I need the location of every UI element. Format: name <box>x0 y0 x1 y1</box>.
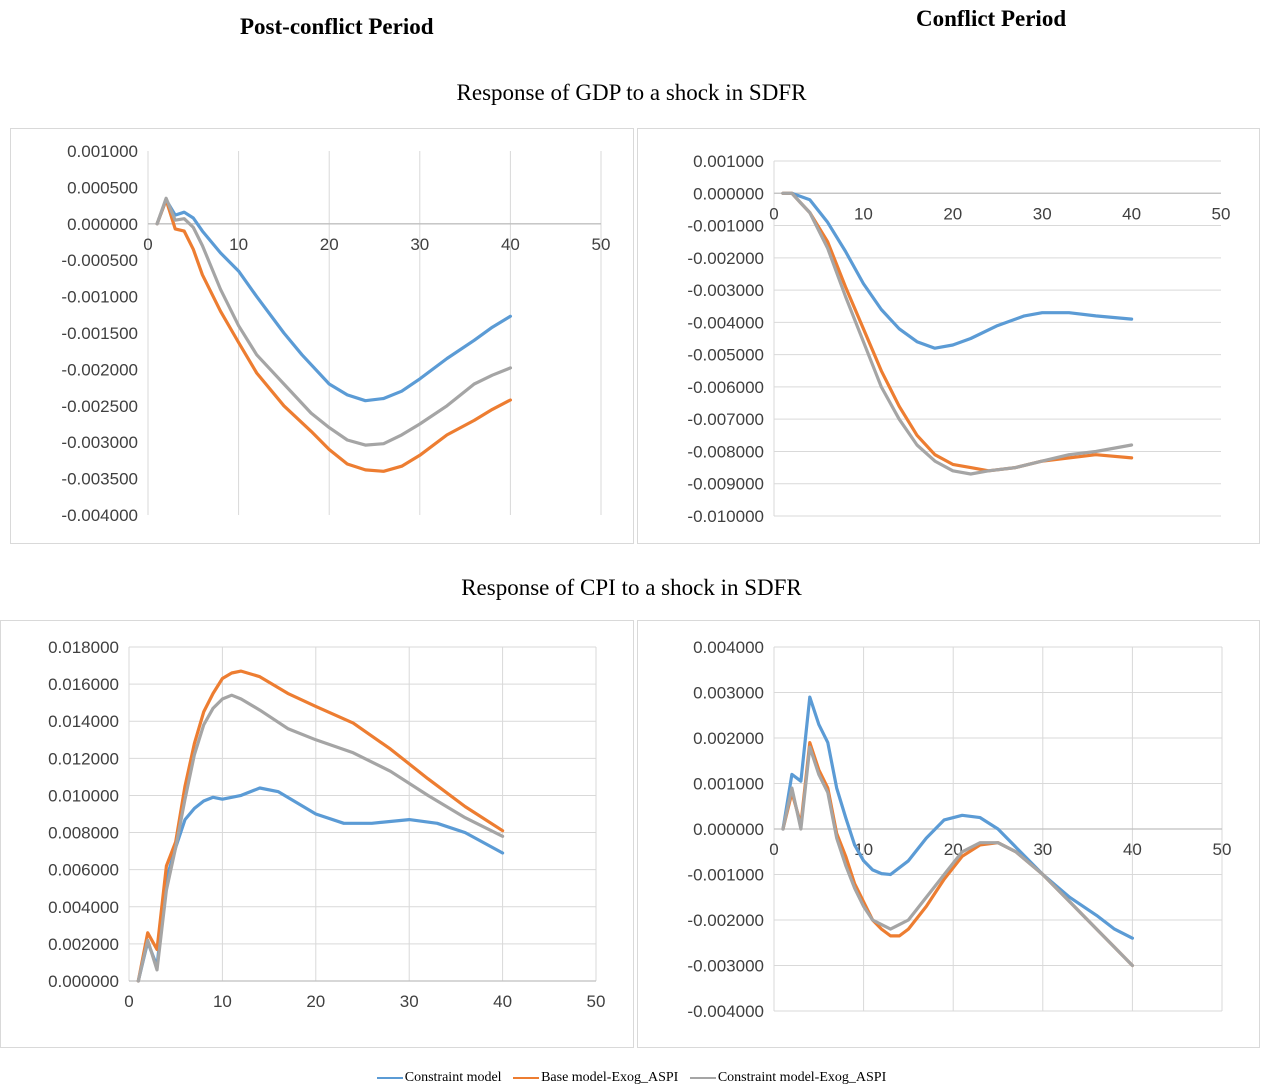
legend-item-constraint-aspi: Constraint model-Exog_ASPI <box>689 1070 887 1086</box>
x-tick-label: 40 <box>493 992 512 1011</box>
x-tick-label: 50 <box>1212 204 1231 223</box>
y-tick-label: 0.000500 <box>67 178 138 197</box>
x-tick-label: 10 <box>213 992 232 1011</box>
x-tick-label: 0 <box>769 204 778 223</box>
y-tick-label: 0.000000 <box>693 184 764 203</box>
conflict-header: Conflict Period <box>916 6 1067 31</box>
y-tick-label: -0.001000 <box>61 288 138 307</box>
legend-swatch-constraint <box>376 1076 403 1079</box>
legend-swatch-base <box>513 1076 540 1079</box>
series-line-base-model-exog-aspi <box>136 669 505 983</box>
x-tick-label: 0 <box>143 235 152 254</box>
y-tick-label: -0.010000 <box>687 507 764 526</box>
y-tick-label: -0.004000 <box>687 313 764 332</box>
x-tick-label: 20 <box>944 840 963 859</box>
y-tick-label: -0.002500 <box>61 397 138 416</box>
cpi-post-conflict-chart: 0.018000 0.016000 0.014000 0.012000 0.010000… <box>48 638 606 1011</box>
y-tick-label: 0.004000 <box>48 898 119 917</box>
y-tick-label: 0.000000 <box>67 215 138 234</box>
gdp-section-title: Response of GDP to a shock in SDFR <box>456 80 807 105</box>
series-line-constraint-model-exog-aspi <box>781 191 1134 476</box>
legend-item-base: Base model-Exog_ASPI <box>513 1070 678 1086</box>
gdp-conflict-chart: 0.001000 0.000000 -0.001000 -0.002000 -0.003… <box>687 152 1231 526</box>
y-tick-label: -0.002000 <box>687 249 764 268</box>
x-tick-label: 10 <box>854 204 873 223</box>
x-tick-label: 10 <box>229 235 248 254</box>
gdp-post-conflict-panel: 0.001000 0.000500 0.000000 -0.000500 -0.0010… <box>10 128 634 544</box>
series-line-constraint-model-exog-aspi <box>155 196 512 447</box>
legend-label: Constraint model <box>404 1070 502 1085</box>
series-line-constraint-model-exog-aspi <box>136 693 505 983</box>
cpi-section-title: Response of CPI to a shock in SDFR <box>461 575 802 600</box>
series-line-constraint-model <box>781 695 1134 940</box>
x-tick-label: 20 <box>943 204 962 223</box>
post-conflict-header: Post-conflict Period <box>240 14 434 39</box>
x-tick-label: 30 <box>1033 840 1052 859</box>
x-tick-label: 30 <box>410 235 429 254</box>
y-tick-label: -0.001500 <box>61 324 138 343</box>
y-tick-label: -0.004000 <box>687 1002 764 1021</box>
series-line-base-model-exog-aspi <box>155 198 512 473</box>
y-tick-label: -0.006000 <box>687 378 764 397</box>
chart-legend: Constraint model Base model-Exog_ASPI Co… <box>0 1070 1263 1086</box>
x-tick-label: 0 <box>124 992 133 1011</box>
cpi-conflict-panel: 0.004000 0.003000 0.002000 0.001000 0.000000… <box>637 620 1260 1048</box>
y-tick-label: 0.008000 <box>48 824 119 843</box>
x-tick-label: 40 <box>1123 840 1142 859</box>
y-tick-label: 0.002000 <box>48 935 119 954</box>
gdp-conflict-panel: 0.001000 0.000000 -0.001000 -0.002000 -0.003… <box>637 128 1260 544</box>
legend-label: Constraint model-Exog_ASPI <box>717 1070 887 1085</box>
x-tick-label: 30 <box>400 992 419 1011</box>
y-tick-label: -0.004000 <box>61 506 138 525</box>
x-tick-label: 0 <box>769 840 778 859</box>
x-tick-label: 40 <box>501 235 520 254</box>
y-tick-label: -0.003500 <box>61 470 138 489</box>
y-tick-label: 0.018000 <box>48 638 119 657</box>
x-tick-label: 50 <box>587 992 606 1011</box>
gdp-post-conflict-chart: 0.001000 0.000500 0.000000 -0.000500 -0.0010… <box>61 142 611 525</box>
legend-label: Base model-Exog_ASPI <box>541 1070 679 1085</box>
y-tick-label: -0.008000 <box>687 442 764 461</box>
y-tick-label: 0.003000 <box>693 684 764 703</box>
legend-swatch-constraint-aspi <box>689 1076 716 1079</box>
y-tick-label: -0.003000 <box>687 957 764 976</box>
y-tick-label: 0.010000 <box>48 786 119 805</box>
x-tick-label: 40 <box>1122 204 1141 223</box>
y-tick-label: 0.000000 <box>48 972 119 991</box>
y-tick-label: 0.004000 <box>693 638 764 657</box>
cpi-post-conflict-panel: 0.018000 0.016000 0.014000 0.012000 0.010000… <box>0 620 634 1048</box>
y-tick-label: 0.000000 <box>693 820 764 839</box>
legend-item-constraint: Constraint model <box>376 1070 502 1086</box>
y-tick-label: -0.003000 <box>61 433 138 452</box>
y-tick-label: 0.001000 <box>693 152 764 171</box>
y-tick-label: -0.002000 <box>61 360 138 379</box>
y-tick-label: -0.002000 <box>687 911 764 930</box>
y-tick-label: -0.009000 <box>687 475 764 494</box>
series-line-constraint-model <box>155 198 512 403</box>
series-line-constraint-model <box>781 191 1134 350</box>
cpi-conflict-chart: 0.004000 0.003000 0.002000 0.001000 0.000000… <box>687 638 1232 1021</box>
y-tick-label: -0.007000 <box>687 410 764 429</box>
x-tick-label: 20 <box>306 992 325 1011</box>
x-tick-label: 20 <box>320 235 339 254</box>
y-tick-label: 0.002000 <box>693 729 764 748</box>
y-tick-label: -0.001000 <box>687 866 764 885</box>
x-tick-label: 50 <box>1213 840 1232 859</box>
y-tick-label: -0.003000 <box>687 281 764 300</box>
y-tick-label: 0.001000 <box>693 775 764 794</box>
series-line-constraint-model <box>136 786 505 983</box>
y-tick-label: -0.005000 <box>687 346 764 365</box>
y-tick-label: 0.001000 <box>67 142 138 161</box>
y-tick-label: 0.012000 <box>48 749 119 768</box>
y-tick-label: 0.016000 <box>48 675 119 694</box>
x-tick-label: 50 <box>592 235 611 254</box>
x-tick-label: 30 <box>1033 204 1052 223</box>
y-tick-label: 0.006000 <box>48 861 119 880</box>
series-line-constraint-model-exog-aspi <box>781 745 1134 968</box>
y-tick-label: -0.001000 <box>687 217 764 236</box>
y-tick-label: 0.014000 <box>48 712 119 731</box>
y-tick-label: -0.000500 <box>61 251 138 270</box>
